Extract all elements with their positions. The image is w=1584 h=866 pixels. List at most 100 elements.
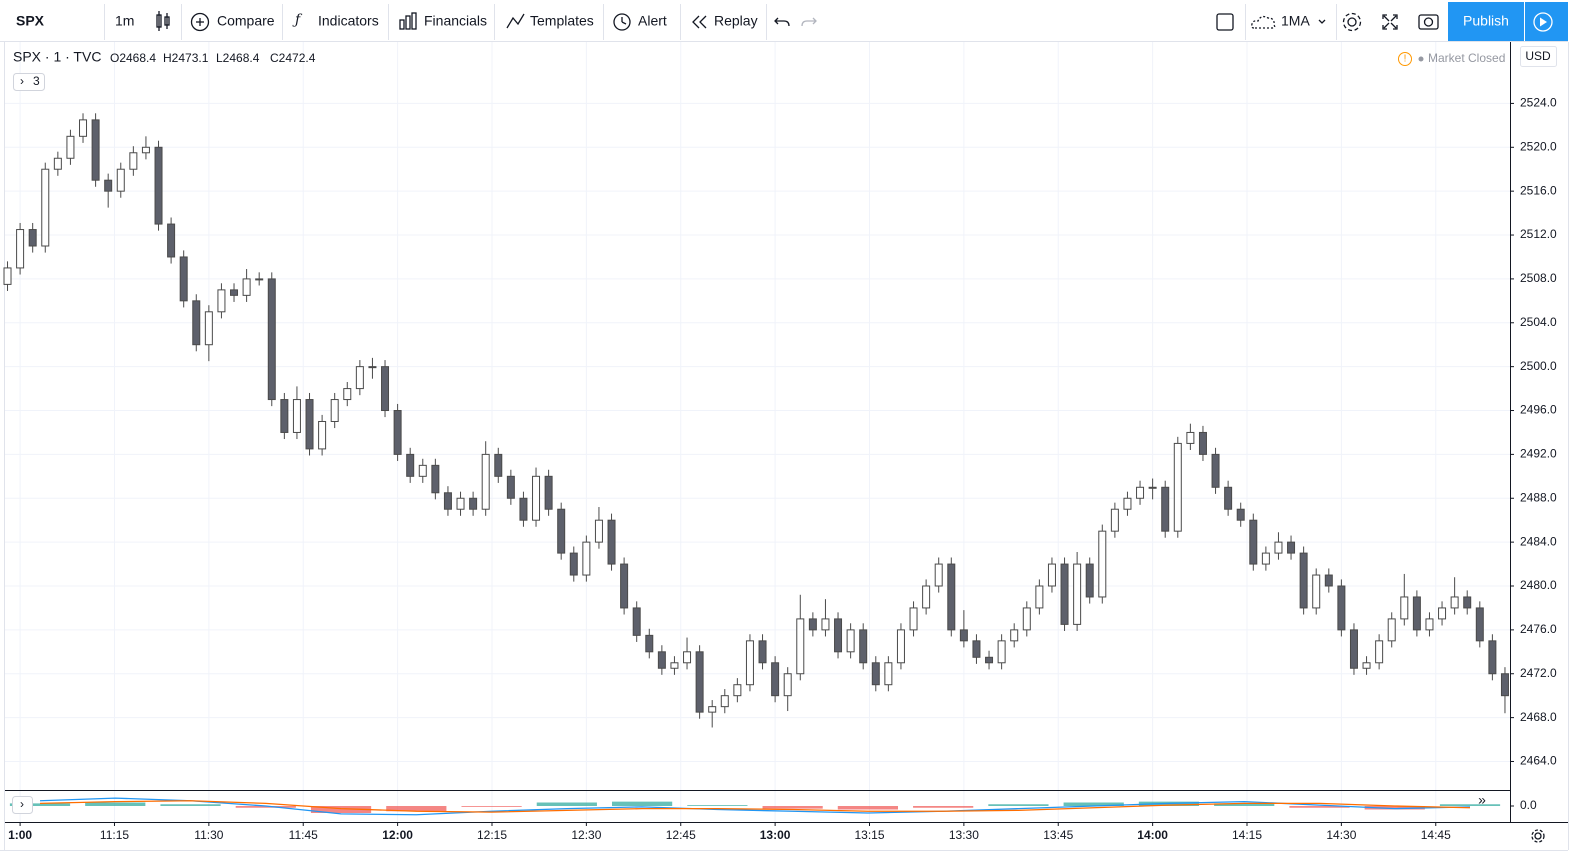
undo-button[interactable]: [774, 17, 790, 27]
candle-body: [796, 618, 805, 675]
candle-body: [381, 366, 390, 412]
y-tick-label: 2472.0: [1520, 666, 1557, 680]
status-icon: [1398, 52, 1412, 66]
compare-icon[interactable]: [190, 12, 210, 32]
y-tick-label: 2492.0: [1520, 447, 1557, 461]
chevron[interactable]: [1318, 19, 1326, 24]
redo-button[interactable]: [801, 17, 817, 27]
candle-body: [1425, 618, 1434, 631]
templates-button[interactable]: Templates: [530, 13, 594, 29]
candle-body: [418, 464, 427, 477]
candle-body: [343, 388, 352, 401]
x-tick-label: 11:45: [289, 828, 318, 842]
publish-button[interactable]: [1448, 2, 1524, 41]
candle-body: [1488, 640, 1497, 675]
candle-body: [909, 607, 918, 631]
candle-body: [544, 475, 553, 510]
candle-body: [1035, 585, 1044, 609]
chart-style-button[interactable]: [156, 11, 170, 31]
candle-body: [1349, 629, 1358, 669]
status-icon-mark: !: [1404, 54, 1407, 65]
indicators-button[interactable]: Indicators: [318, 13, 379, 29]
symbol-button[interactable]: SPX: [16, 13, 45, 29]
candle-body: [771, 662, 780, 697]
currency-box[interactable]: [1520, 46, 1557, 67]
y-tick-label: 2464.0: [1520, 754, 1557, 768]
candle-body: [104, 179, 113, 192]
candle-body: [683, 651, 692, 664]
candle-body: [1287, 541, 1296, 554]
candle-body: [16, 229, 25, 269]
scroll-button[interactable]: »: [1478, 792, 1486, 808]
y-tick-label: 2480.0: [1520, 578, 1557, 592]
y-tick-label: 2504.0: [1520, 315, 1557, 329]
indicators-toggle[interactable]: [13, 73, 45, 91]
candle-body: [355, 366, 364, 390]
indicators-toggle-arrow[interactable]: ›: [20, 74, 24, 88]
cloud-icon[interactable]: [1251, 15, 1276, 29]
histogram-bar: [1439, 804, 1501, 806]
candle-body: [708, 706, 717, 713]
status-dot: [1418, 56, 1424, 62]
templates-icon[interactable]: [506, 13, 525, 29]
indicators-icon[interactable]: ƒ: [292, 12, 303, 28]
candle-body: [53, 157, 62, 170]
y-tick-label: 2500.0: [1520, 359, 1557, 373]
candle-body: [1375, 640, 1384, 664]
candle-body: [255, 278, 264, 281]
candle-body: [1312, 574, 1321, 609]
candle-body: [494, 453, 503, 477]
pane-toggle[interactable]: [12, 796, 33, 814]
stream-button[interactable]: [1525, 2, 1568, 41]
legend-open: O2468.4: [110, 51, 156, 65]
settings-button[interactable]: [1342, 12, 1362, 32]
y-tick-label: 2512.0: [1520, 227, 1557, 241]
candle-body: [569, 552, 578, 576]
interval-button[interactable]: 1m: [115, 13, 134, 29]
candle-body: [1060, 563, 1069, 625]
candle-body: [267, 278, 276, 401]
alert-icon[interactable]: [613, 13, 631, 31]
candle-body: [1022, 607, 1031, 631]
candle-body: [834, 618, 843, 653]
layout-button[interactable]: [1216, 13, 1234, 31]
axis-settings[interactable]: [1531, 829, 1545, 843]
candle-body: [154, 146, 163, 225]
stream-icon: [1533, 12, 1553, 32]
histogram-bar: [85, 802, 146, 806]
financials-icon[interactable]: [399, 12, 417, 30]
candle-body: [821, 618, 830, 631]
candle-body: [443, 492, 452, 510]
candle-body: [532, 475, 541, 521]
candle-body: [1098, 530, 1107, 598]
y-tick-label: 2508.0: [1520, 271, 1557, 285]
candle-body: [192, 300, 201, 346]
candle-body: [1110, 508, 1119, 532]
x-tick-label: 11:30: [194, 828, 223, 842]
currency[interactable]: USD: [1525, 49, 1551, 63]
indicators-count[interactable]: 3: [33, 74, 40, 88]
fullscreen-button[interactable]: [1382, 14, 1398, 30]
candle-body: [1161, 486, 1170, 532]
candle-body: [594, 519, 603, 543]
replay-icon[interactable]: [692, 15, 707, 29]
alert-button[interactable]: Alert: [638, 13, 667, 29]
candle-body: [1463, 596, 1472, 609]
screenshot-button[interactable]: [1418, 14, 1439, 30]
compare-button[interactable]: Compare: [217, 13, 275, 29]
replay-button[interactable]: Replay: [714, 13, 758, 29]
candle-body: [997, 640, 1006, 664]
publish-label[interactable]: Publish: [1463, 13, 1509, 29]
candle-body: [318, 420, 327, 450]
financials-button[interactable]: Financials: [424, 13, 487, 29]
pane-toggle-arrow[interactable]: ›: [20, 797, 24, 811]
histogram-bar: [1214, 803, 1275, 806]
candle-body: [292, 399, 301, 433]
candle-body: [1186, 431, 1195, 444]
indicator-line: [39, 800, 1471, 813]
histogram-bar: [1063, 802, 1124, 806]
candle-body: [1224, 486, 1233, 510]
layout-name-button[interactable]: 1MA: [1281, 13, 1310, 29]
